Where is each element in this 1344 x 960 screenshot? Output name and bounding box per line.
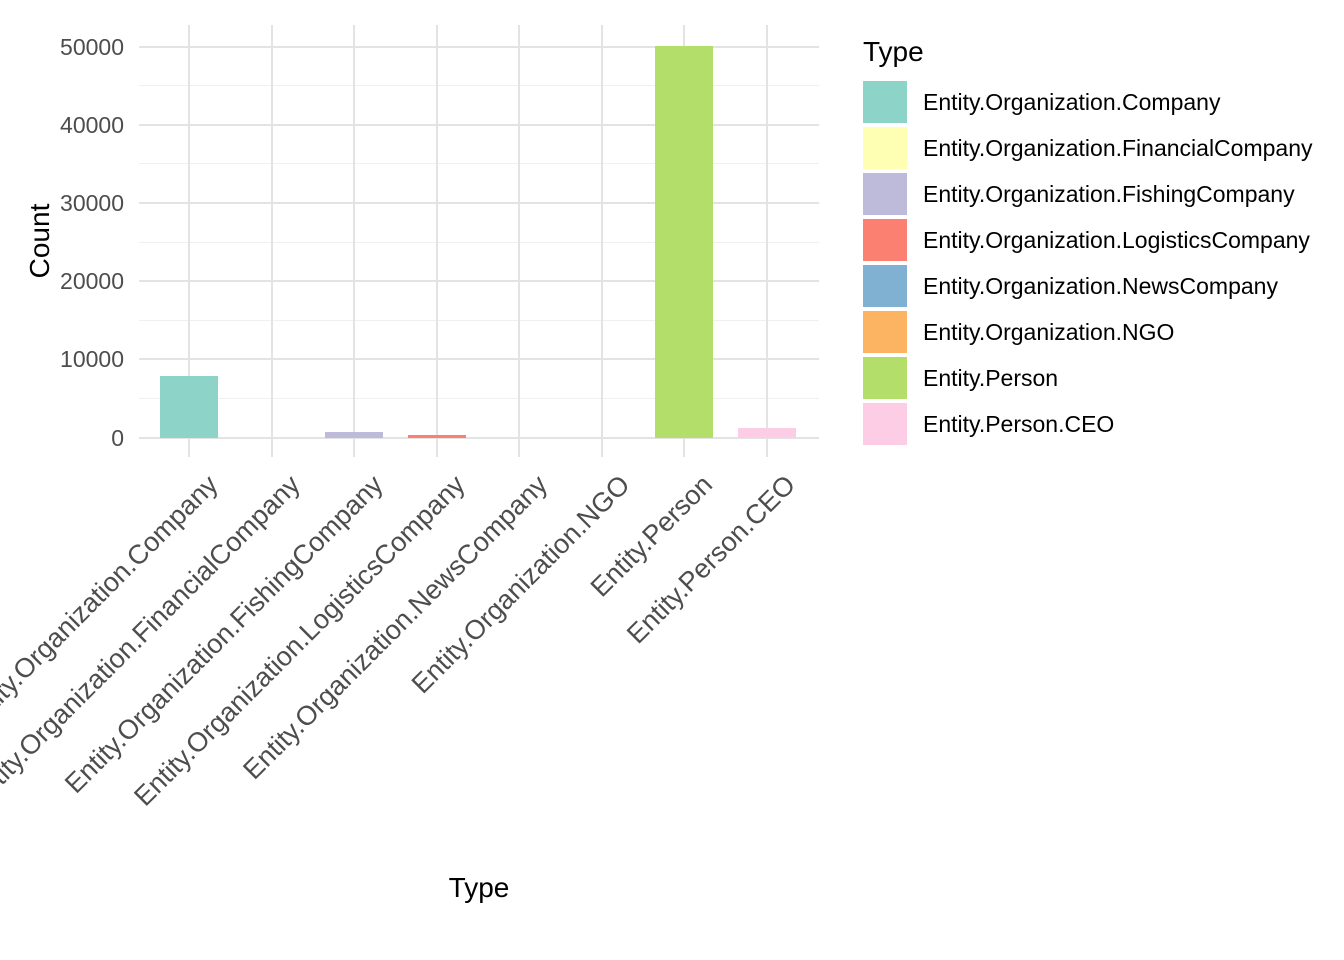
legend-swatch-entity-organization-newscompany bbox=[863, 265, 907, 307]
legend-label-entity-organization-fishingcompany: Entity.Organization.FishingCompany bbox=[923, 180, 1295, 207]
legend-entry-entity-organization-logisticscompany: Entity.Organization.LogisticsCompany bbox=[863, 217, 1312, 263]
bar-entity-person-ceo bbox=[737, 427, 796, 438]
legend-swatch-entity-organization-financialcompany bbox=[863, 127, 907, 169]
legend: Type Entity.Organization.Company Entity.O… bbox=[863, 35, 1312, 447]
gridline-x-entity-organization-logisticscompany bbox=[435, 25, 438, 457]
legend-swatch-entity-organization-company bbox=[863, 81, 907, 123]
legend-swatch-entity-organization-logisticscompany bbox=[863, 219, 907, 261]
y-axis-tick-label-40000: 40000 bbox=[60, 111, 124, 138]
gridline-x-entity-organization-newscompany bbox=[518, 25, 520, 457]
gridline-major-y-20000 bbox=[139, 280, 819, 283]
gridline-x-entity-organization-ngo bbox=[600, 25, 603, 457]
legend-label-entity-organization-company: Entity.Organization.Company bbox=[923, 88, 1221, 115]
legend-entry-entity-organization-ngo: Entity.Organization.NGO bbox=[863, 309, 1312, 355]
y-axis-tick-label-0: 0 bbox=[111, 424, 124, 451]
gridline-major-y-40000 bbox=[139, 123, 819, 126]
x-axis-tick-label-entity-organization-newscompany: Entity.Organization.NewsCompany bbox=[237, 469, 554, 786]
legend-swatch-entity-person bbox=[863, 357, 907, 399]
legend-entry-entity-organization-fishingcompany: Entity.Organization.FishingCompany bbox=[863, 171, 1312, 217]
legend-entry-entity-person-ceo: Entity.Person.CEO bbox=[863, 401, 1312, 447]
legend-entry-entity-organization-financialcompany: Entity.Organization.FinancialCompany bbox=[863, 125, 1312, 171]
gridline-major-y-30000 bbox=[139, 201, 819, 204]
legend-entry-entity-organization-newscompany: Entity.Organization.NewsCompany bbox=[863, 263, 1312, 309]
legend-label-entity-organization-logisticscompany: Entity.Organization.LogisticsCompany bbox=[923, 226, 1310, 253]
gridline-x-entity-person-ceo bbox=[765, 25, 768, 457]
legend-label-entity-person-ceo: Entity.Person.CEO bbox=[923, 410, 1115, 437]
legend-swatch-entity-organization-ngo bbox=[863, 311, 907, 353]
bar-entity-organization-fishingcompany bbox=[325, 431, 383, 438]
legend-label-entity-organization-financialcompany: Entity.Organization.FinancialCompany bbox=[923, 134, 1313, 161]
y-axis-tick-label-50000: 50000 bbox=[60, 33, 124, 60]
legend-swatch-entity-person-ceo bbox=[863, 403, 907, 445]
legend-label-entity-organization-newscompany: Entity.Organization.NewsCompany bbox=[923, 272, 1278, 299]
x-axis-tick-label-entity-organization-fishingcompany: Entity.Organization.FishingCompany bbox=[58, 469, 389, 799]
x-axis-title: Type bbox=[448, 872, 510, 903]
gridline-minor-y-5000 bbox=[139, 397, 819, 399]
legend-swatch-entity-organization-fishingcompany bbox=[863, 173, 907, 215]
legend-entry-entity-person: Entity.Person bbox=[863, 355, 1312, 401]
gridline-minor-y-25000 bbox=[139, 241, 819, 243]
gridline-major-y-50000 bbox=[139, 45, 819, 48]
gridline-x-entity-organization-fishingcompany bbox=[353, 25, 355, 457]
legend-entry-entity-organization-company: Entity.Organization.Company bbox=[863, 79, 1312, 125]
gridline-x-entity-organization-financialcompany bbox=[270, 25, 273, 457]
bar-entity-organization-company bbox=[160, 375, 218, 438]
legend-title: Type bbox=[863, 36, 924, 67]
y-axis-tick-label-30000: 30000 bbox=[60, 189, 124, 216]
gridline-major-y-0 bbox=[139, 436, 819, 439]
gridline-minor-y-45000 bbox=[139, 85, 819, 87]
gridline-major-y-10000 bbox=[139, 358, 819, 361]
gridline-minor-y-35000 bbox=[139, 163, 819, 165]
legend-label-entity-person: Entity.Person bbox=[923, 364, 1059, 391]
legend-label-entity-organization-ngo: Entity.Organization.NGO bbox=[923, 318, 1175, 345]
bar-entity-organization-logisticscompany bbox=[407, 434, 466, 438]
gridline-x-entity-organization-company bbox=[188, 25, 190, 457]
y-axis-tick-label-20000: 20000 bbox=[60, 268, 124, 295]
legend-entries: Entity.Organization.Company Entity.Organi… bbox=[863, 79, 1312, 447]
gridline-minor-y-15000 bbox=[139, 319, 819, 321]
bar-entity-person bbox=[655, 45, 713, 438]
y-axis-tick-label-10000: 10000 bbox=[60, 346, 124, 373]
